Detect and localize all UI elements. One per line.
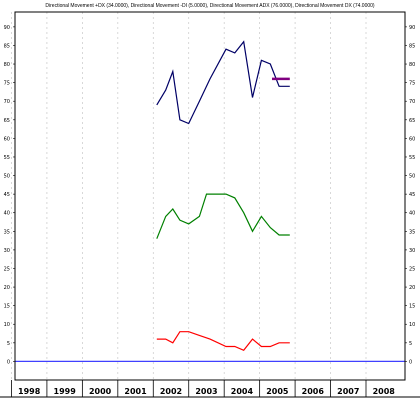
x-tick-label: 2004 <box>231 387 254 396</box>
y-tick-label-left: 35 <box>4 229 10 235</box>
y-tick-label-left: 80 <box>4 62 10 68</box>
y-tick-label-right: 45 <box>409 192 415 198</box>
y-tick-label-left: 15 <box>4 304 10 310</box>
y-tick-label-left: 40 <box>4 211 10 217</box>
y-tick-label-right: 5 <box>409 341 412 347</box>
y-tick-label-left: 85 <box>4 43 10 49</box>
series-line-2 <box>156 193 290 239</box>
y-tick-label-left: 25 <box>4 266 10 272</box>
y-tick-label-right: 65 <box>409 118 415 124</box>
y-tick-label-left: 65 <box>4 118 10 124</box>
y-tick-label-left: 10 <box>4 322 10 328</box>
y-tick-label-right: 60 <box>409 136 415 142</box>
y-tick-label-right: 10 <box>409 322 415 328</box>
y-tick-label-right: 75 <box>409 81 415 87</box>
y-tick-label-right: 90 <box>409 25 415 31</box>
plot-frame <box>14 11 406 381</box>
x-tick-label: 2002 <box>160 387 182 396</box>
y-tick-label-left: 30 <box>4 248 10 254</box>
x-tick-label: 2005 <box>266 387 289 396</box>
y-tick-label-right: 35 <box>409 229 415 235</box>
y-tick-label-right: 25 <box>409 266 415 272</box>
y-tick-label-right: 20 <box>409 285 415 291</box>
x-tick-label: 2001 <box>124 387 147 396</box>
series-layer <box>15 40 405 362</box>
x-tick-label: 1999 <box>54 387 77 396</box>
y-tick-label-left: 70 <box>4 99 10 105</box>
x-tick-label: 2008 <box>373 387 396 396</box>
y-tick-label-left: 55 <box>4 155 10 161</box>
y-tick-label-left: 60 <box>4 136 10 142</box>
y-tick-label-left: 50 <box>4 174 10 180</box>
y-tick-label-left: 90 <box>4 25 10 31</box>
series-line-3 <box>156 331 290 352</box>
y-tick-label-right: 50 <box>409 174 415 180</box>
y-tick-label-left: 45 <box>4 192 10 198</box>
x-tick-label: 2003 <box>195 387 217 396</box>
y-tick-label-right: 85 <box>409 43 415 49</box>
x-tick-label: 2000 <box>89 387 112 396</box>
y-tick-label-right: 70 <box>409 99 415 105</box>
y-tick-label-left: 20 <box>4 285 10 291</box>
y-tick-label-left: 0 <box>7 359 10 365</box>
y-tick-label-left: 75 <box>4 81 10 87</box>
y-tick-label-right: 40 <box>409 211 415 217</box>
x-tick-label: 2007 <box>337 387 359 396</box>
series-line-1 <box>156 40 290 125</box>
y-tick-label-right: 15 <box>409 304 415 310</box>
chart-title: Directional Movement +DX (34.0000), Dire… <box>45 3 375 9</box>
x-tick-label: 1998 <box>18 387 41 396</box>
y-tick-label-left: 5 <box>7 341 10 347</box>
y-tick-label-right: 0 <box>409 359 412 365</box>
y-tick-label-right: 30 <box>409 248 415 254</box>
y-tick-label-right: 80 <box>409 62 415 68</box>
x-tick-label: 2006 <box>302 387 325 396</box>
y-tick-label-right: 55 <box>409 155 415 161</box>
grid-layer <box>11 12 367 380</box>
